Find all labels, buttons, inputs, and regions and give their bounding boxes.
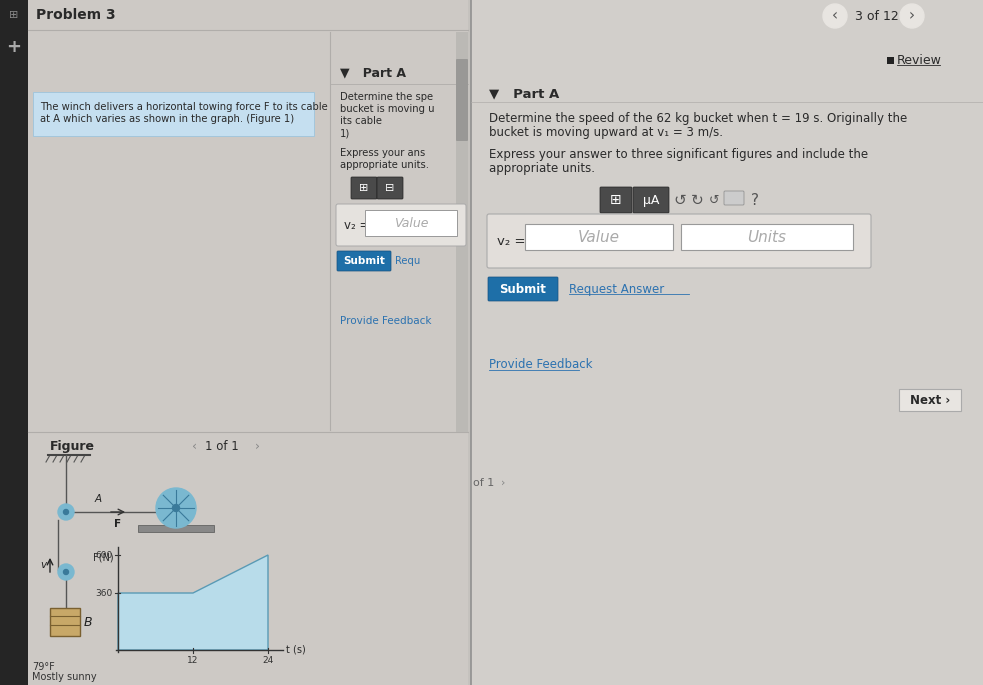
FancyBboxPatch shape xyxy=(351,177,377,199)
Circle shape xyxy=(172,504,180,512)
FancyBboxPatch shape xyxy=(724,191,744,205)
Text: Value: Value xyxy=(394,216,429,229)
Text: A: A xyxy=(94,494,101,504)
FancyBboxPatch shape xyxy=(365,210,457,236)
FancyBboxPatch shape xyxy=(337,251,391,271)
Text: 1): 1) xyxy=(340,128,350,138)
FancyBboxPatch shape xyxy=(488,277,558,301)
FancyBboxPatch shape xyxy=(471,0,983,685)
Text: The winch delivers a horizontal towing force F to its cable: The winch delivers a horizontal towing f… xyxy=(40,102,327,112)
Circle shape xyxy=(900,4,924,28)
Text: ⊞: ⊞ xyxy=(9,10,19,20)
Text: v₂ =: v₂ = xyxy=(497,234,526,247)
Text: Request Answer: Request Answer xyxy=(569,282,665,295)
FancyBboxPatch shape xyxy=(0,0,468,685)
Text: Express your ans: Express your ans xyxy=(340,148,426,158)
Text: 12: 12 xyxy=(188,656,199,665)
FancyBboxPatch shape xyxy=(681,224,853,250)
Text: appropriate units.: appropriate units. xyxy=(340,160,429,170)
Polygon shape xyxy=(118,555,268,650)
Text: bucket is moving upward at v₁ = 3 m/s.: bucket is moving upward at v₁ = 3 m/s. xyxy=(489,126,723,139)
Text: Next ›: Next › xyxy=(910,393,951,406)
Text: ↺: ↺ xyxy=(673,192,686,208)
Text: ↺: ↺ xyxy=(709,193,720,206)
FancyBboxPatch shape xyxy=(336,204,466,246)
Text: its cable: its cable xyxy=(340,116,382,126)
Text: ›: › xyxy=(909,8,915,23)
FancyBboxPatch shape xyxy=(0,0,28,685)
Text: ›: › xyxy=(255,440,260,453)
Text: Figure: Figure xyxy=(50,440,95,453)
Text: Mostly sunny: Mostly sunny xyxy=(32,672,96,682)
FancyBboxPatch shape xyxy=(50,608,80,636)
Text: ⊞: ⊞ xyxy=(610,193,622,207)
Text: t (s): t (s) xyxy=(286,645,306,655)
Circle shape xyxy=(64,569,69,575)
Text: Value: Value xyxy=(578,229,620,245)
Text: Requ: Requ xyxy=(395,256,421,266)
Text: bucket is moving u: bucket is moving u xyxy=(340,104,434,114)
Text: Express your answer to three significant figures and include the: Express your answer to three significant… xyxy=(489,148,868,161)
Text: v₂ =: v₂ = xyxy=(344,219,370,232)
FancyBboxPatch shape xyxy=(525,224,673,250)
FancyBboxPatch shape xyxy=(33,92,314,136)
Circle shape xyxy=(64,510,69,514)
Circle shape xyxy=(58,504,74,520)
FancyBboxPatch shape xyxy=(456,59,468,141)
FancyBboxPatch shape xyxy=(138,525,214,532)
Text: ▼   Part A: ▼ Part A xyxy=(489,87,559,100)
Text: 600: 600 xyxy=(95,551,113,560)
FancyBboxPatch shape xyxy=(456,32,468,432)
FancyBboxPatch shape xyxy=(600,187,632,213)
Text: F(N): F(N) xyxy=(93,553,114,563)
Text: 1 of 1: 1 of 1 xyxy=(205,440,239,453)
Text: ›: › xyxy=(501,478,505,488)
Text: 360: 360 xyxy=(95,588,113,597)
Circle shape xyxy=(156,488,196,528)
Text: Units: Units xyxy=(747,229,786,245)
Text: 3 of 12: 3 of 12 xyxy=(855,10,898,23)
Text: ?: ? xyxy=(751,192,759,208)
Text: B: B xyxy=(84,616,92,629)
Text: v: v xyxy=(40,560,46,570)
Text: appropriate units.: appropriate units. xyxy=(489,162,595,175)
Text: ‹: ‹ xyxy=(192,440,197,453)
FancyBboxPatch shape xyxy=(887,57,894,64)
Text: Submit: Submit xyxy=(499,282,547,295)
Text: ▼   Part A: ▼ Part A xyxy=(340,66,406,79)
Circle shape xyxy=(823,4,847,28)
FancyBboxPatch shape xyxy=(377,177,403,199)
Text: 79°F: 79°F xyxy=(32,662,55,672)
FancyBboxPatch shape xyxy=(487,214,871,268)
Text: Problem 3: Problem 3 xyxy=(36,8,116,22)
FancyBboxPatch shape xyxy=(633,187,669,213)
Text: +: + xyxy=(7,38,22,56)
Text: ⊞: ⊞ xyxy=(360,183,369,193)
Text: Determine the spe: Determine the spe xyxy=(340,92,434,102)
FancyBboxPatch shape xyxy=(28,0,468,30)
Text: ↻: ↻ xyxy=(691,192,704,208)
FancyBboxPatch shape xyxy=(899,389,961,411)
Text: μA: μA xyxy=(643,193,660,206)
Text: ‹: ‹ xyxy=(832,8,838,23)
Text: ⊟: ⊟ xyxy=(385,183,395,193)
Text: Submit: Submit xyxy=(343,256,385,266)
Circle shape xyxy=(58,564,74,580)
Text: Provide Feedback: Provide Feedback xyxy=(489,358,593,371)
Text: at A which varies as shown in the graph. (Figure 1): at A which varies as shown in the graph.… xyxy=(40,114,294,124)
Text: Determine the speed of the 62 kg bucket when t = 19 s. Originally the: Determine the speed of the 62 kg bucket … xyxy=(489,112,907,125)
Text: F: F xyxy=(114,519,122,529)
Text: of 1: of 1 xyxy=(473,478,494,488)
Text: 24: 24 xyxy=(262,656,273,665)
Text: Provide Feedback: Provide Feedback xyxy=(340,316,432,326)
Text: Review: Review xyxy=(897,53,942,66)
